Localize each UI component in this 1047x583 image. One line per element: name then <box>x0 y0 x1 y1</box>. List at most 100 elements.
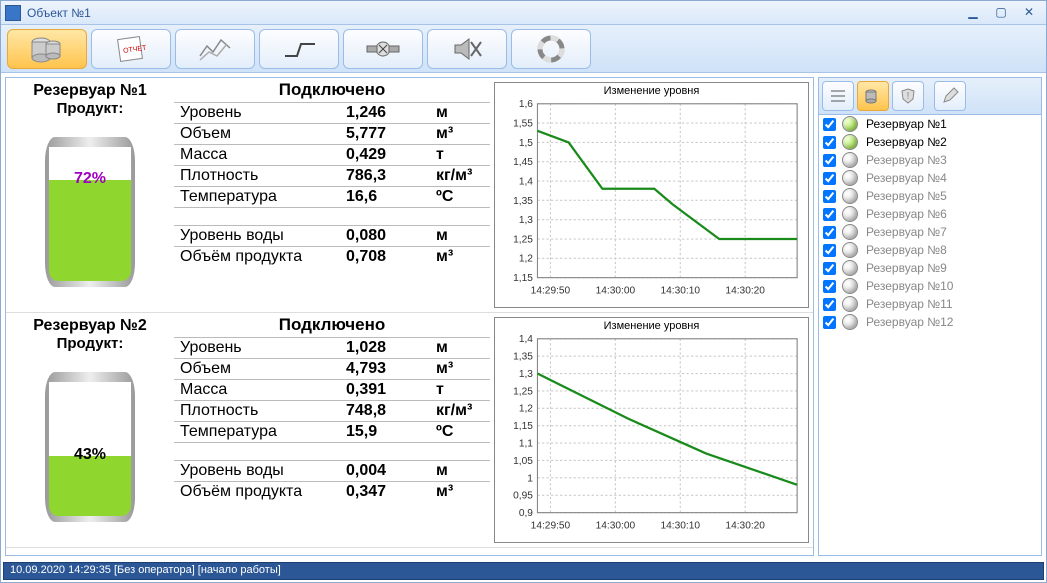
line-icon <box>281 34 317 64</box>
tank-list-row[interactable]: Резервуар №2 <box>819 133 1041 151</box>
tank-list-row[interactable]: Резервуар №11 <box>819 295 1041 313</box>
param-value: 786,3 <box>340 166 430 187</box>
param-unit: т <box>430 380 490 401</box>
param-label: Уровень <box>174 338 340 359</box>
svg-text:1,5: 1,5 <box>519 138 533 149</box>
param-label: Объём продукта <box>174 482 340 503</box>
param-unit: т <box>430 145 490 166</box>
rt-edit-button[interactable] <box>934 81 966 111</box>
right-panel: ! Резервуар №1Резервуар №2Резервуар №3Ре… <box>818 77 1042 556</box>
tank-checkbox[interactable] <box>823 190 836 203</box>
svg-text:14:30:20: 14:30:20 <box>725 520 765 531</box>
tank-list-label: Резервуар №7 <box>866 225 947 239</box>
param-unit: м³ <box>430 124 490 145</box>
param-value: 1,246 <box>340 103 430 124</box>
tank-list-row[interactable]: Резервуар №3 <box>819 151 1041 169</box>
svg-text:14:30:00: 14:30:00 <box>596 520 636 531</box>
close-button[interactable]: ✕ <box>1016 5 1042 21</box>
param-label: Уровень <box>174 103 340 124</box>
svg-text:1,35: 1,35 <box>513 352 533 363</box>
tank-list-label: Резервуар №6 <box>866 207 947 221</box>
tank-list-label: Резервуар №1 <box>866 117 947 131</box>
rt-list-button[interactable] <box>822 81 854 111</box>
param-unit: м <box>430 103 490 124</box>
svg-text:14:29:50: 14:29:50 <box>531 520 571 531</box>
tank-checkbox[interactable] <box>823 262 836 275</box>
tank-chart: Изменение уровня1,151,21,251,31,351,41,4… <box>490 78 813 312</box>
tank-list-row[interactable]: Резервуар №1 <box>819 115 1041 133</box>
tank-section: Резервуар №2Продукт: 43% ПодключеноУровень… <box>6 313 813 548</box>
status-dot-icon <box>842 260 858 276</box>
tank-list-row[interactable]: Резервуар №5 <box>819 187 1041 205</box>
param-label: Плотность <box>174 166 340 187</box>
tank-checkbox[interactable] <box>823 298 836 311</box>
window-title: Объект №1 <box>27 6 91 20</box>
tank-status: Подключено <box>174 313 490 337</box>
tank-list-row[interactable]: Резервуар №6 <box>819 205 1041 223</box>
tank-title: Резервуар №2 <box>10 317 170 335</box>
param-value: 0,708 <box>340 247 430 268</box>
param-label: Масса <box>174 145 340 166</box>
toolbar-line-button[interactable] <box>259 29 339 69</box>
tank-header: Резервуар №1Продукт:72% <box>6 78 174 312</box>
svg-text:1,15: 1,15 <box>513 421 533 432</box>
tank-checkbox[interactable] <box>823 226 836 239</box>
tank-list-row[interactable]: Резервуар №4 <box>819 169 1041 187</box>
param-label: Температура <box>174 422 340 443</box>
tank-checkbox[interactable] <box>823 136 836 149</box>
rt-shield-button[interactable]: ! <box>892 81 924 111</box>
tank-checkbox[interactable] <box>823 280 836 293</box>
param-value: 748,8 <box>340 401 430 422</box>
report-icon: ОТЧЕТ <box>113 34 149 64</box>
svg-text:1,55: 1,55 <box>513 118 533 129</box>
param-unit: кг/м³ <box>430 166 490 187</box>
tanks-small-icon <box>864 87 882 105</box>
status-dot-icon <box>842 116 858 132</box>
toolbar-pump-button[interactable] <box>343 29 423 69</box>
param-unit: ºC <box>430 187 490 208</box>
tank-fill-percent: 43% <box>35 446 145 464</box>
pump-icon <box>365 34 401 64</box>
maximize-button[interactable]: ▢ <box>988 5 1014 21</box>
tank-checkbox[interactable] <box>823 118 836 131</box>
svg-text:1,4: 1,4 <box>519 334 533 345</box>
tank-list-row[interactable]: Резервуар №12 <box>819 313 1041 331</box>
tank-checkbox[interactable] <box>823 244 836 257</box>
toolbar-chart-button[interactable] <box>175 29 255 69</box>
chart-svg: 1,151,21,251,31,351,41,451,51,551,614:29… <box>495 97 808 307</box>
tank-list-label: Резервуар №3 <box>866 153 947 167</box>
tank-list: Резервуар №1 Резервуар №2 Резервуар №3 Резе… <box>818 115 1042 556</box>
speaker-off-icon <box>449 34 485 64</box>
toolbar-help-button[interactable] <box>511 29 591 69</box>
param-value: 0,080 <box>340 226 430 247</box>
minimize-button[interactable]: ▁ <box>960 5 986 21</box>
tank-list-row[interactable]: Резервуар №8 <box>819 241 1041 259</box>
param-unit: кг/м³ <box>430 401 490 422</box>
toolbar-report-button[interactable]: ОТЧЕТ <box>91 29 171 69</box>
svg-text:!: ! <box>907 91 910 102</box>
tank-checkbox[interactable] <box>823 154 836 167</box>
tank-product-label: Продукт: <box>10 335 170 352</box>
svg-text:1,35: 1,35 <box>513 196 533 207</box>
tanks-icon <box>29 34 65 64</box>
status-dot-icon <box>842 152 858 168</box>
tanks-panel: Резервуар №1Продукт:72%ПодключеноУровень… <box>5 77 814 556</box>
svg-text:1: 1 <box>527 473 533 484</box>
svg-text:1,05: 1,05 <box>513 456 533 467</box>
tank-checkbox[interactable] <box>823 316 836 329</box>
tank-checkbox[interactable] <box>823 172 836 185</box>
status-dot-icon <box>842 278 858 294</box>
svg-text:14:29:50: 14:29:50 <box>531 285 571 296</box>
toolbar-tanks-button[interactable] <box>7 29 87 69</box>
tank-list-row[interactable]: Резервуар №9 <box>819 259 1041 277</box>
toolbar-muted-button[interactable] <box>427 29 507 69</box>
param-label: Плотность <box>174 401 340 422</box>
tank-list-row[interactable]: Резервуар №10 <box>819 277 1041 295</box>
body: Резервуар №1Продукт:72%ПодключеноУровень… <box>1 73 1046 560</box>
main-toolbar: ОТЧЕТ <box>1 25 1046 73</box>
svg-text:14:30:20: 14:30:20 <box>725 285 765 296</box>
tank-checkbox[interactable] <box>823 208 836 221</box>
tank-list-row[interactable]: Резервуар №7 <box>819 223 1041 241</box>
svg-text:1,25: 1,25 <box>513 386 533 397</box>
rt-tanks-button[interactable] <box>857 81 889 111</box>
